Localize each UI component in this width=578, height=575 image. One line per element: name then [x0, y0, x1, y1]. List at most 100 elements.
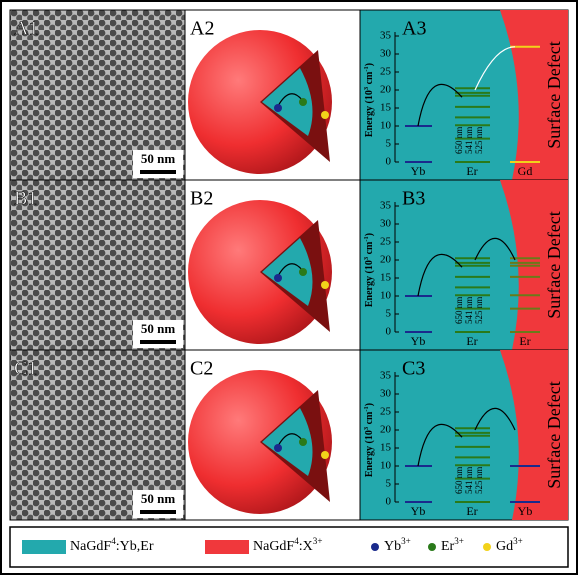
superscript: 3 [363, 426, 370, 430]
tick-label: 5 [386, 138, 392, 150]
yb-dot [274, 274, 282, 282]
tick-label: 30 [380, 48, 392, 60]
text-part: ) [364, 233, 375, 236]
transfer-arrow [474, 408, 516, 431]
tick-label: 30 [380, 388, 392, 400]
transfer-arrow [474, 46, 516, 91]
ion-label: Er [466, 504, 477, 518]
wavelength: 541 nm [464, 127, 474, 154]
rich-text: Er3+ [441, 536, 464, 554]
text-part: cm [364, 71, 375, 87]
legend-dot [371, 543, 379, 551]
defect-label: Surface Defect [544, 41, 564, 148]
tick-label: 20 [380, 84, 392, 96]
panel-label: A1 [14, 18, 38, 40]
rich-text: Yb3+ [384, 536, 411, 554]
panel-label: B1 [14, 188, 37, 210]
tick-label: 35 [380, 30, 392, 42]
tick-label: 30 [380, 218, 392, 230]
core-wedge [262, 408, 313, 476]
gd-dot [321, 451, 329, 459]
rich-text: Energy (103 cm-1) [363, 403, 375, 477]
wavelength: 650 nm [454, 127, 464, 154]
tick-label: 15 [380, 442, 392, 454]
wavelength: 650 nm [454, 467, 464, 494]
text-part: ) [364, 63, 375, 66]
tick-label: 20 [380, 254, 392, 266]
legend-dot [428, 543, 436, 551]
defect-label: Surface Defect [544, 211, 564, 318]
er-dot [299, 98, 307, 106]
text-part: :Yb,Er [116, 539, 154, 554]
panel-label: A2 [190, 18, 214, 40]
wavelength: 525 nm [474, 297, 484, 324]
scale-bar [140, 510, 176, 514]
tick-label: 15 [380, 102, 392, 114]
tick-label: 35 [380, 200, 392, 212]
arrow [277, 93, 303, 107]
text-part: Energy (10 [364, 260, 375, 307]
wavelength: 650 nm [454, 297, 464, 324]
superscript: 4 [111, 536, 116, 546]
text-part: Er [441, 539, 455, 554]
superscript: 3+ [313, 536, 323, 546]
tick-label: 5 [386, 478, 392, 490]
defect-region [500, 10, 568, 180]
text-part: cm [364, 411, 375, 427]
tick-label: 25 [380, 66, 392, 78]
legend-swatch [22, 540, 66, 554]
text-part: Gd [496, 539, 513, 554]
superscript: -1 [363, 66, 370, 71]
panel-label: B2 [190, 188, 213, 210]
ion-label: Yb [411, 504, 426, 518]
superscript: 3+ [454, 536, 464, 546]
superscript: 3+ [513, 536, 523, 546]
tick-label: 35 [380, 370, 392, 382]
er-dot [299, 268, 307, 276]
core-wedge [262, 238, 313, 306]
wavelength: 541 nm [464, 297, 474, 324]
panel-label: C1 [14, 358, 37, 380]
transfer-arrow [474, 238, 516, 261]
tick-label: 25 [380, 236, 392, 248]
text-part: :X [299, 539, 313, 554]
rich-text: NaGdF4:X3+ [253, 536, 322, 554]
arrow [277, 433, 303, 447]
superscript: 3 [363, 86, 370, 90]
panel-label: C2 [190, 358, 213, 380]
text-part: Yb [384, 539, 401, 554]
text-part: Energy (10 [364, 430, 375, 477]
scale-bar [140, 170, 176, 174]
ion-label: Gd [518, 164, 533, 178]
panel-label: C3 [402, 358, 425, 380]
transfer-arrow [417, 423, 463, 467]
gd-dot [321, 281, 329, 289]
tick-label: 0 [386, 326, 392, 338]
tick-label: 10 [380, 290, 392, 302]
rich-text: Energy (103 cm-1) [363, 233, 375, 307]
wavelength: 525 nm [474, 127, 484, 154]
superscript: 4 [294, 536, 299, 546]
panel-label: B3 [402, 188, 425, 210]
text-part: cm [364, 241, 375, 257]
er-dot [299, 438, 307, 446]
scale-text: 50 nm [141, 151, 175, 166]
text-part: NaGdF [70, 539, 111, 554]
superscript: -1 [363, 236, 370, 241]
yb-dot [274, 444, 282, 452]
tick-label: 20 [380, 424, 392, 436]
legend-box [9, 526, 569, 568]
legend-swatch [205, 540, 249, 554]
text-part: NaGdF [253, 539, 294, 554]
ion-label: Er [466, 164, 477, 178]
gd-dot [321, 111, 329, 119]
tick-label: 0 [386, 496, 392, 508]
core-wedge [262, 68, 313, 136]
tick-label: 15 [380, 272, 392, 284]
transfer-arrow [417, 83, 463, 127]
wavelength: 525 nm [474, 467, 484, 494]
superscript: 3 [363, 256, 370, 260]
ion-label: Yb [518, 504, 533, 518]
superscript: -1 [363, 406, 370, 411]
